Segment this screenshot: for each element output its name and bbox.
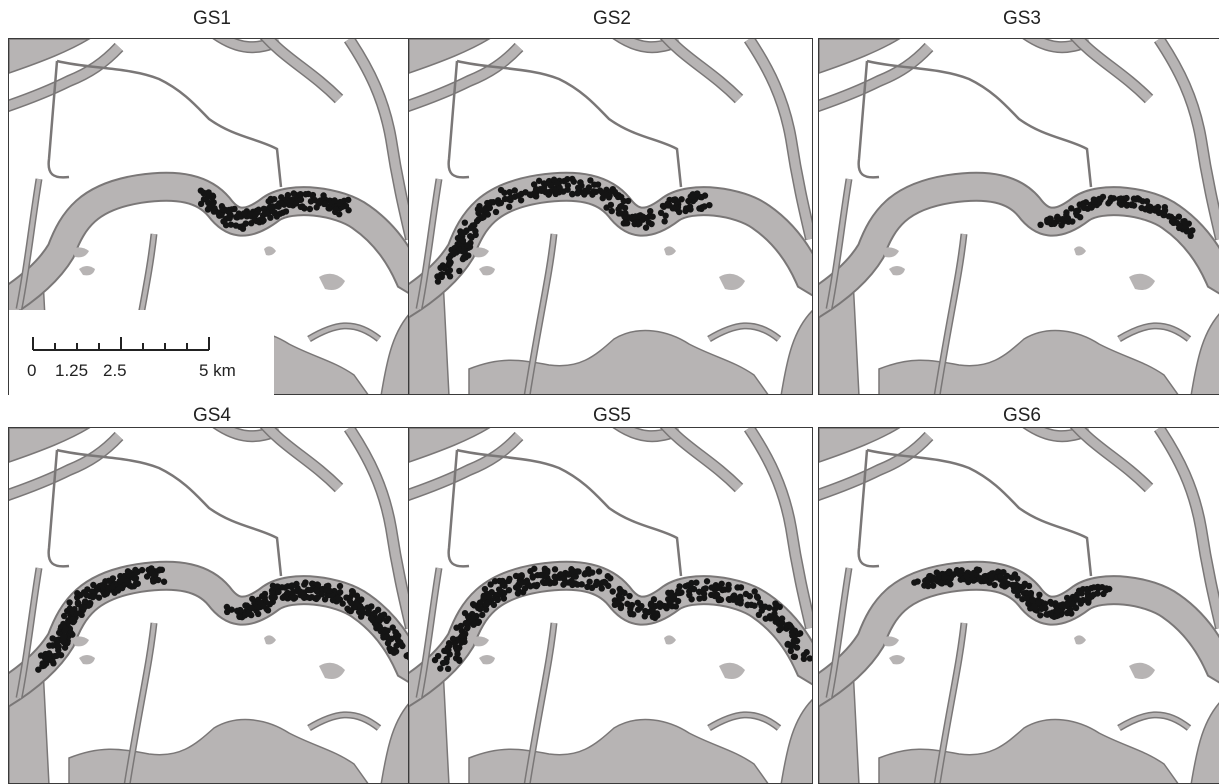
scale-label-2-5: 2.5 bbox=[103, 361, 127, 380]
panel-title-gs6: GS6 bbox=[1002, 405, 1042, 426]
map-panel-gs3 bbox=[818, 38, 1219, 395]
scale-bar-ticks bbox=[32, 337, 210, 351]
scale-label-0: 0 bbox=[27, 361, 37, 380]
map-canvas bbox=[819, 39, 1219, 394]
map-canvas bbox=[409, 428, 812, 783]
panel-title-gs4: GS4 bbox=[192, 405, 232, 426]
panel-title-gs1: GS1 bbox=[192, 8, 232, 29]
panel-title-gs5: GS5 bbox=[592, 405, 632, 426]
map-panel-gs4 bbox=[8, 427, 413, 784]
scale-label-1-25: 1.25 bbox=[55, 361, 89, 380]
scale-label-5-km: 5 km bbox=[199, 361, 236, 380]
scale-bar: 0 1.25 2.5 5 km bbox=[9, 310, 274, 395]
map-panel-gs2 bbox=[408, 38, 813, 395]
map-canvas bbox=[409, 39, 812, 394]
map-canvas bbox=[9, 428, 412, 783]
panel-title-gs3: GS3 bbox=[1002, 8, 1042, 29]
map-panel-gs6 bbox=[818, 427, 1219, 784]
panel-title-gs2: GS2 bbox=[592, 8, 632, 29]
map-panel-gs5 bbox=[408, 427, 813, 784]
map-canvas bbox=[819, 428, 1219, 783]
